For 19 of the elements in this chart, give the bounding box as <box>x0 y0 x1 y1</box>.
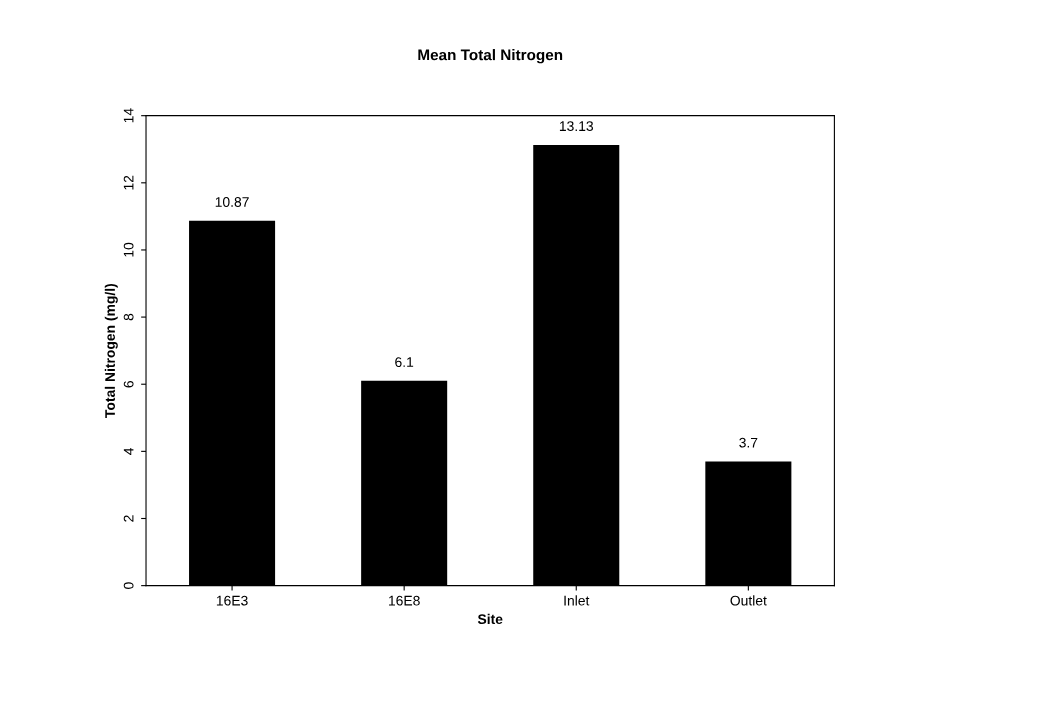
x-tick-label: Outlet <box>730 595 767 606</box>
x-axis-title: Site <box>477 613 503 625</box>
y-tick-label: 0 <box>123 582 134 589</box>
data-label: 3.7 <box>739 437 758 448</box>
y-tick-label: 6 <box>123 380 134 388</box>
y-tick-label: 12 <box>123 175 134 190</box>
data-label: 10.87 <box>215 197 249 207</box>
y-axis-title: Total Nitrogen (mg/l) <box>104 283 118 418</box>
data-label: 6.1 <box>395 357 414 368</box>
x-tick-label: Inlet <box>564 595 590 606</box>
y-tick-label: 14 <box>123 108 134 123</box>
chart-title: Mean Total Nitrogen <box>418 49 563 64</box>
y-tick-label: 4 <box>123 447 134 455</box>
y-tick-label: 8 <box>123 313 134 321</box>
y-tick-label: 10 <box>123 242 134 257</box>
x-tick-label: 16E3 <box>216 595 248 606</box>
x-tick-label: 16E8 <box>389 595 420 606</box>
data-label: 13.13 <box>559 121 594 132</box>
y-tick-label: 2 <box>123 515 134 522</box>
